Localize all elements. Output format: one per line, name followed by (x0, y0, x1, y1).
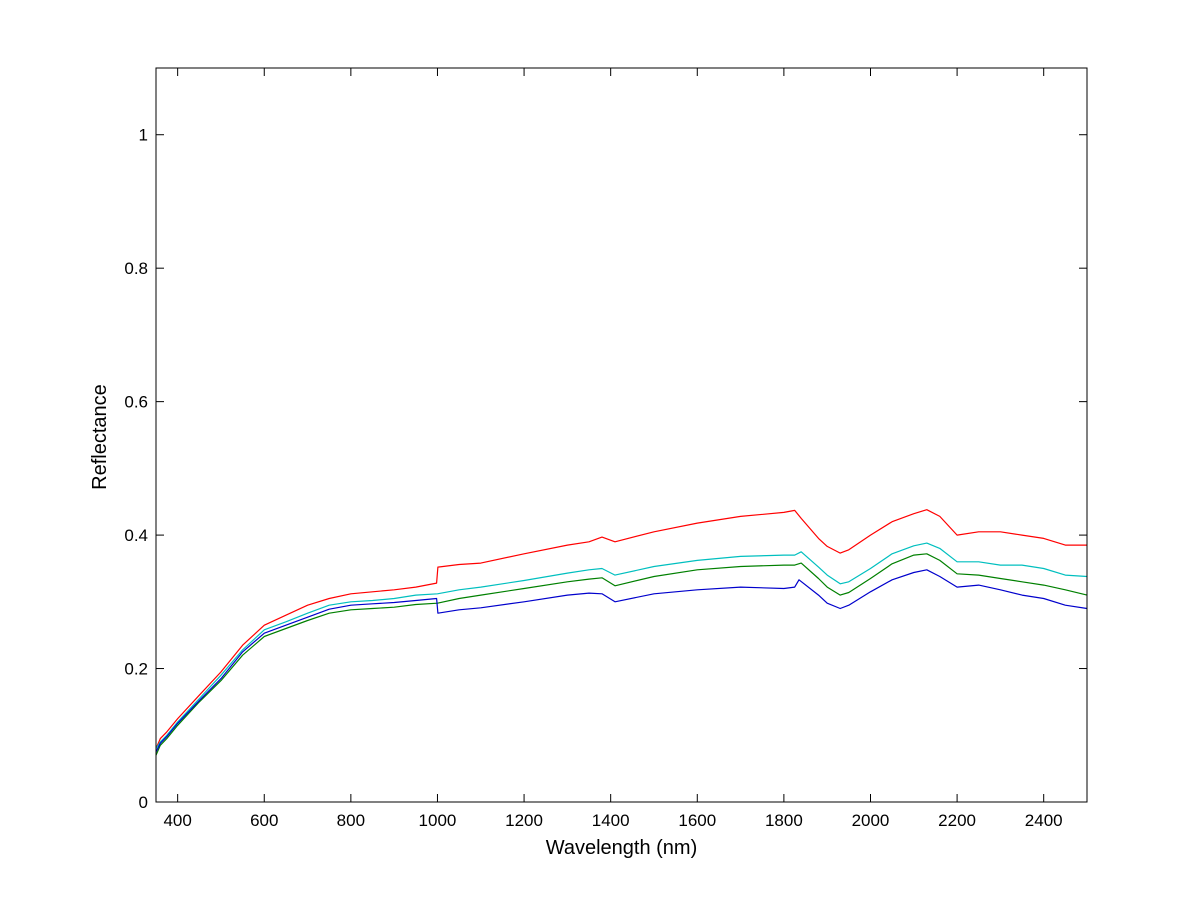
series-line-3 (155, 553, 1088, 756)
y-tick-label: 0 (139, 793, 148, 812)
tick-layer: 400 600 800 1000 1200 1400 1600 1800 2000 2200 240… (124, 68, 1087, 830)
series-line-4 (155, 569, 1088, 753)
plot-area (156, 68, 1087, 802)
series-layer (155, 509, 1088, 756)
x-tick-label: 600 (250, 811, 278, 830)
x-tick-label: 2000 (852, 811, 890, 830)
plot-frame (155, 67, 1088, 803)
y-tick-label: 0.4 (124, 526, 148, 545)
x-tick-label: 800 (337, 811, 365, 830)
x-tick-label: 2400 (1025, 811, 1063, 830)
x-tick-label: 1000 (419, 811, 457, 830)
x-tick-label: 400 (163, 811, 191, 830)
x-tick-label: 1600 (678, 811, 716, 830)
series-line-1 (155, 509, 1087, 749)
y-tick-label: 0.6 (124, 393, 148, 412)
x-tick-label: 1800 (765, 811, 803, 830)
y-tick-label: 1 (139, 126, 148, 145)
series-line-2 (155, 542, 1088, 749)
y-tick-label: 0.8 (124, 259, 148, 278)
x-tick-label: 1400 (592, 811, 630, 830)
y-axis-title: Reflectance (89, 384, 111, 490)
x-tick-label: 1200 (505, 811, 543, 830)
x-tick-label: 2200 (938, 811, 976, 830)
x-axis-title: Wavelength (nm) (546, 837, 698, 859)
y-tick-label: 0.2 (124, 660, 148, 679)
